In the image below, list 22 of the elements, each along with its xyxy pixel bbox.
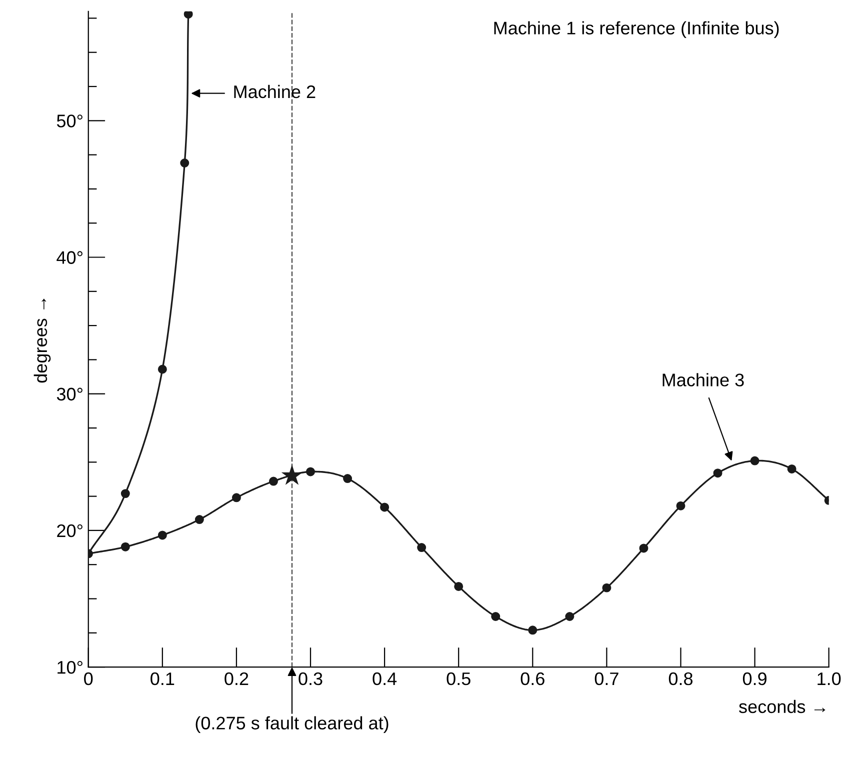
x-tick-label: 0.3 <box>298 672 322 686</box>
x-axis-title: seconds → <box>739 700 826 714</box>
x-tick-label: 1.0 <box>818 672 841 686</box>
y-tick-label: 30° <box>56 388 82 401</box>
x-tick-label: 0.9 <box>742 672 766 686</box>
annotation: Machine 3 <box>662 373 744 386</box>
x-tick-label: 0.7 <box>594 672 618 686</box>
y-tick-label: 10° <box>58 660 82 674</box>
ref-line-label: (0.275 s fault cleared at) <box>196 716 388 734</box>
x-tick-label: 0.8 <box>668 672 693 686</box>
annotation: Machine 2 <box>234 84 316 98</box>
annotation: Machine 1 is reference (Infinite bus) <box>494 21 779 38</box>
y-tick-label: 50° <box>56 114 82 128</box>
x-tick-label: 0.6 <box>520 672 544 686</box>
y-tick-label: 20° <box>57 524 82 538</box>
x-tick-label: 0.1 <box>150 672 174 686</box>
x-tick-label: 0.2 <box>224 672 248 686</box>
x-tick-label: 0.4 <box>372 672 397 686</box>
y-tick-label: 40° <box>56 251 82 264</box>
y-axis-title: degrees → <box>34 298 51 383</box>
x-tick-label: 0 <box>84 672 93 686</box>
x-tick-label: 0.5 <box>446 672 470 686</box>
